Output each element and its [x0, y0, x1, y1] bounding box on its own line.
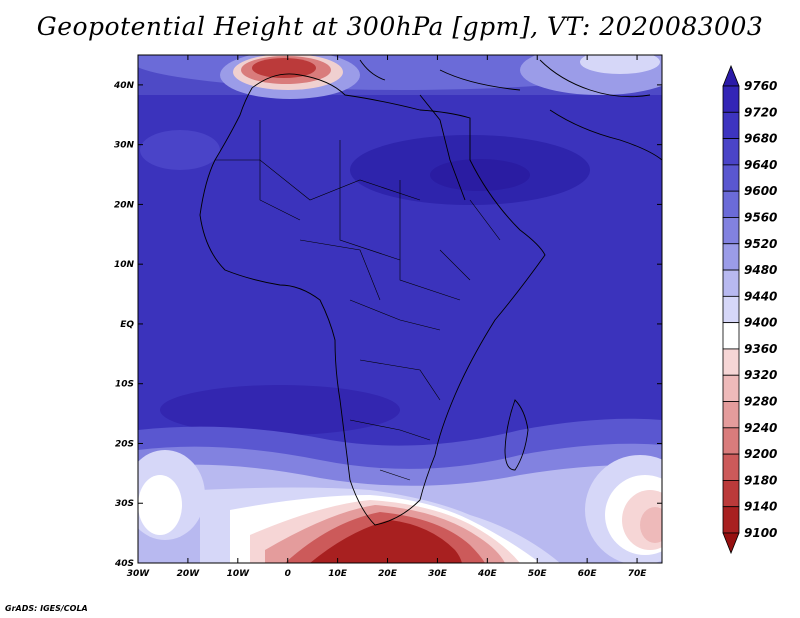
lon-tick-label: 10E	[328, 569, 348, 579]
colorbar-level-label: 9600	[744, 184, 777, 198]
height-field	[138, 55, 662, 563]
colorbar-top-triangle	[722, 64, 740, 87]
colorbar-segment	[722, 295, 740, 324]
colorbar-segment	[722, 164, 740, 192]
colorbar-segment	[722, 85, 740, 113]
lon-tick-label: 50E	[528, 569, 548, 579]
lat-tick-label: 40S	[114, 559, 134, 569]
colorbar-segment	[722, 348, 740, 376]
lon-tick-label: 60E	[578, 569, 598, 579]
colorbar-segment	[722, 480, 740, 508]
lon-tick-label: 20W	[177, 569, 201, 579]
latitude-axis: 40N 30N 20N 10N EQ 10S 20S 30S 40S	[113, 81, 662, 569]
coastlines	[199, 59, 662, 526]
lon-tick-label: 0	[285, 569, 291, 579]
colorbar-segment	[722, 427, 740, 455]
colorbar-bottom-triangle	[722, 532, 740, 555]
colorbar-segment	[722, 138, 740, 166]
colorbar-level-label: 9360	[744, 342, 777, 356]
lat-tick-label: EQ	[120, 320, 134, 330]
colorbar-segment	[722, 243, 740, 271]
map-title: Geopotential Height at 300hPa [gpm], VT:…	[36, 12, 764, 41]
colorbar-segment	[722, 269, 740, 297]
colorbar-segment	[722, 453, 740, 481]
lat-tick-label: 10S	[115, 380, 134, 390]
colorbar-segment	[722, 322, 740, 350]
lon-tick-label: 20E	[378, 569, 398, 579]
lon-tick-label: 30W	[127, 569, 151, 579]
lat-tick-label: 40N	[113, 81, 135, 91]
lat-tick-label: 20N	[114, 200, 135, 210]
grads-credit: GrADS: IGES/COLA	[5, 604, 88, 613]
colorbar-segment	[722, 401, 740, 429]
longitude-axis: 30W 20W 10W 0 10E 20E 30E 40E 50E 60E 70E	[127, 55, 647, 579]
colorbar-level-label: 9440	[744, 289, 777, 303]
colorbar-level-label: 9720	[744, 105, 777, 119]
colorbar-level-label: 9640	[744, 158, 777, 172]
colorbar: 9760 9720 9680 9640 9600 9560 9520 9480 9440 9400…	[722, 64, 777, 555]
colorbar-level-label: 9400	[744, 316, 777, 330]
colorbar-segment	[722, 111, 740, 139]
colorbar-level-label: 9480	[744, 263, 777, 277]
lon-tick-label: 40E	[477, 569, 498, 579]
colorbar-level-label: 9760	[744, 79, 777, 93]
colorbar-segment	[722, 506, 740, 534]
country-borders	[215, 120, 501, 481]
colorbar-level-label: 9280	[744, 395, 777, 409]
lon-tick-label: 30E	[428, 569, 448, 579]
colorbar-level-label: 9320	[744, 368, 777, 382]
lat-tick-label: 30N	[114, 141, 135, 151]
colorbar-segment	[722, 374, 740, 402]
colorbar-segment	[722, 190, 740, 218]
plot-frame	[137, 54, 663, 564]
lon-tick-label: 70E	[628, 569, 648, 579]
colorbar-level-label: 9100	[744, 526, 777, 540]
lat-tick-label: 10N	[114, 260, 135, 270]
lat-tick-label: 30S	[115, 499, 134, 509]
colorbar-level-label: 9140	[744, 500, 777, 514]
colorbar-level-label: 9560	[744, 210, 777, 224]
colorbar-segment	[722, 217, 740, 245]
colorbar-level-label: 9520	[744, 237, 777, 251]
colorbar-level-label: 9180	[744, 473, 777, 487]
lat-tick-label: 20S	[115, 439, 134, 449]
colorbar-level-label: 9680	[744, 132, 777, 146]
colorbar-level-label: 9240	[744, 421, 777, 435]
lon-tick-label: 10W	[227, 569, 251, 579]
colorbar-level-label: 9200	[744, 447, 777, 461]
